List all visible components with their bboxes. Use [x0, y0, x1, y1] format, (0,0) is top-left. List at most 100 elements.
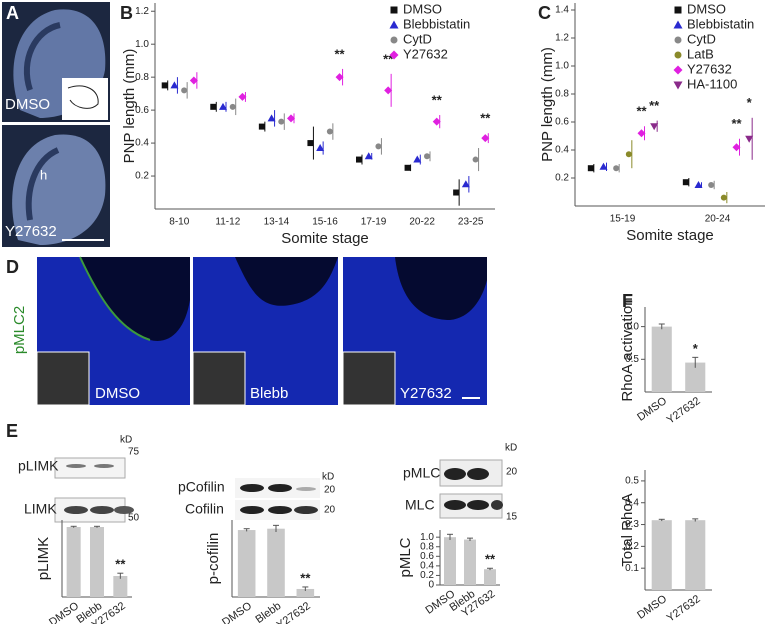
marker — [219, 102, 227, 110]
y-tick-label: 0.2 — [625, 541, 639, 552]
band — [467, 468, 489, 480]
y-tick-label: 0.3 — [625, 519, 639, 530]
bar — [651, 520, 672, 590]
y-tick-label: 0.8 — [135, 72, 149, 83]
marker — [258, 123, 265, 130]
image-label: DMSO — [95, 385, 140, 402]
panel-label: B — [120, 3, 133, 23]
marker — [316, 144, 325, 152]
legend-marker — [673, 65, 683, 75]
bar — [464, 539, 476, 585]
marker-label: 15 — [506, 512, 518, 523]
legend-label: LatB — [687, 46, 714, 61]
y-tick-label: 0.6 — [555, 117, 569, 128]
legend-marker — [673, 20, 683, 29]
marker — [364, 152, 373, 160]
band — [444, 468, 466, 480]
significance: ** — [649, 98, 660, 113]
panel-d-images — [36, 256, 487, 406]
band — [491, 500, 503, 510]
significance: ** — [300, 570, 311, 585]
image-label: DMSO — [5, 96, 50, 113]
marker — [637, 129, 646, 138]
significance: ** — [432, 93, 443, 108]
x-tick-label: DMSO — [635, 395, 669, 424]
marker-label: 20 — [324, 505, 336, 516]
x-tick-label: Y27632 — [275, 600, 313, 624]
inset — [36, 351, 90, 406]
x-axis-label: Somite stage — [626, 227, 714, 244]
x-tick-label: DMSO — [220, 600, 254, 624]
x-tick-label: 15-19 — [610, 214, 636, 225]
marker — [238, 92, 247, 101]
unit-label: kD — [322, 472, 334, 483]
x-tick-label: DMSO — [635, 593, 669, 622]
marker — [745, 135, 754, 143]
legend-marker — [673, 81, 683, 90]
marker — [599, 162, 608, 170]
significance: * — [693, 341, 699, 356]
x-tick-label: Y27632 — [665, 395, 703, 427]
significance: ** — [115, 557, 126, 572]
band — [294, 506, 318, 514]
y-tick-label: 0.4 — [135, 138, 149, 149]
panel-label: A — [6, 3, 19, 23]
legend-label: DMSO — [403, 1, 442, 16]
bar — [296, 588, 315, 597]
band — [66, 464, 86, 468]
panel-label: F — [622, 291, 633, 311]
marker — [625, 151, 632, 158]
y-tick-label: 0.6 — [420, 551, 434, 562]
marker — [210, 103, 217, 110]
y-axis-label: pMLC — [397, 537, 414, 577]
x-tick-label: 13-14 — [264, 217, 290, 228]
marker — [307, 140, 314, 147]
band — [64, 506, 88, 514]
marker-label: 20 — [506, 467, 518, 478]
lumen — [395, 257, 487, 320]
significance: ** — [731, 116, 742, 131]
marker — [287, 114, 295, 123]
marker — [335, 73, 344, 82]
image-label: Y27632 — [400, 385, 452, 402]
legend-marker — [674, 51, 682, 59]
legend-label: CytD — [403, 31, 432, 46]
band-label: MLC — [405, 497, 435, 513]
y-tick-label: 0.2 — [135, 171, 149, 182]
band-label: Cofilin — [185, 501, 224, 517]
y-tick-label: 0.4 — [420, 561, 434, 572]
significance: * — [747, 95, 753, 110]
marker-label: 75 — [128, 447, 140, 458]
marker — [356, 156, 362, 163]
y-tick-label: 1.2 — [555, 33, 569, 44]
y-tick-label: 0.4 — [625, 497, 639, 508]
legend-label: Y27632 — [403, 46, 448, 61]
legend-marker — [389, 50, 399, 60]
marker — [694, 181, 703, 188]
band-label: LIMK — [24, 501, 57, 517]
marker — [404, 164, 411, 171]
significance: ** — [485, 552, 496, 567]
band — [240, 484, 264, 492]
panel-label: C — [538, 3, 551, 23]
embryo-groove — [23, 22, 61, 91]
y-tick-label: 1.0 — [420, 532, 434, 543]
marker — [587, 165, 594, 172]
bar — [237, 530, 256, 597]
panel-label: D — [6, 257, 19, 277]
bar — [484, 569, 496, 585]
y-axis-label: RhoA activation — [619, 297, 636, 401]
band — [268, 506, 292, 514]
region-label: h — [40, 167, 47, 182]
marker — [453, 189, 460, 196]
marker — [267, 114, 276, 122]
marker — [708, 182, 715, 188]
legend-label: Y27632 — [687, 61, 732, 76]
y-axis-label: Total RhoA — [619, 493, 636, 566]
band-label: pMLC — [403, 465, 440, 481]
image-label: Y27632 — [5, 223, 57, 240]
inset — [62, 78, 108, 120]
marker — [326, 128, 333, 135]
x-tick-label: 11-12 — [215, 217, 240, 228]
